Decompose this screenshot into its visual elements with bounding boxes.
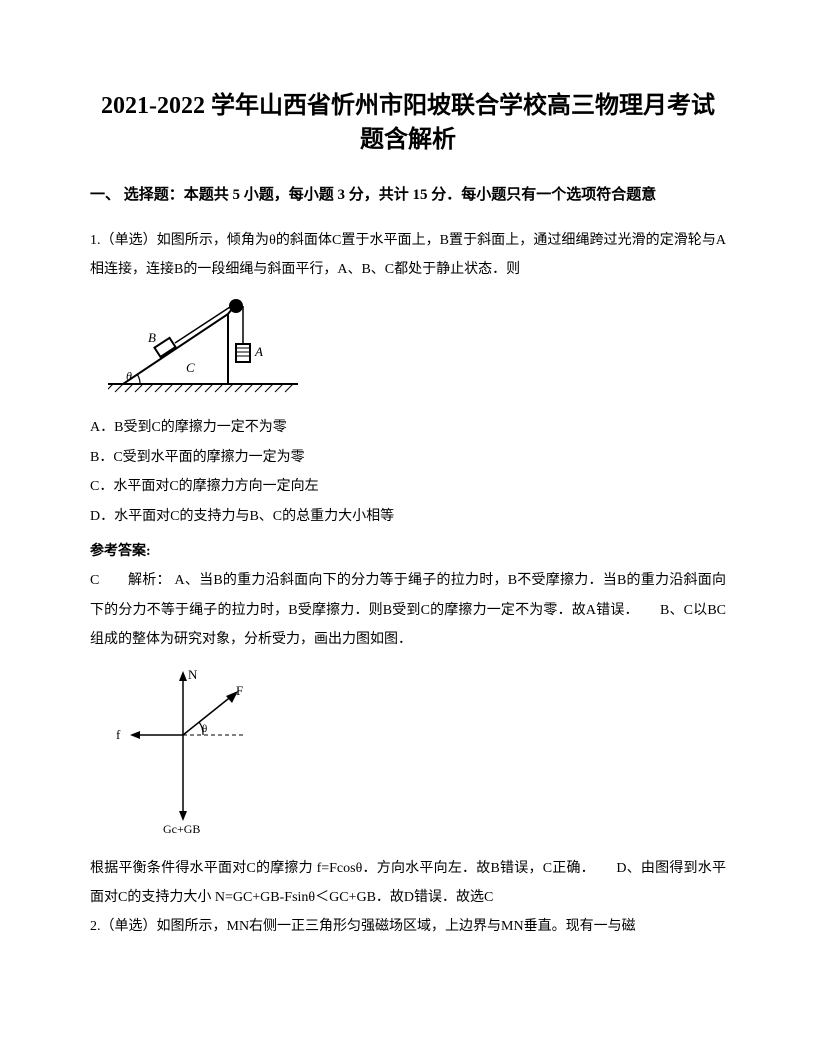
q1-fbd-figure: N F f θ Gc+GB xyxy=(108,665,726,840)
page-title: 2021-2022 学年山西省忻州市阳坡联合学校高三物理月考试题含解析 xyxy=(90,90,726,157)
incline-diagram: B C A θ xyxy=(108,294,298,394)
q2-stem: 2.（单选）如图所示，MN右侧一正三角形匀强磁场区域，上边界与MN垂直。现有一与… xyxy=(90,912,726,941)
q1-choice-b: B．C受到水平面的摩擦力一定为零 xyxy=(90,443,726,472)
q1-figure: B C A θ xyxy=(108,294,726,399)
label-C: C xyxy=(186,360,195,375)
answer-label: 参考答案: xyxy=(90,537,726,566)
label-GcGb: Gc+GB xyxy=(163,822,200,835)
q1-explanation: C 解析： A、当B的重力沿斜面向下的分力等于绳子的拉力时，B不受摩擦力．当B的… xyxy=(90,566,726,654)
q1-explanation-2: 根据平衡条件得水平面对C的摩擦力 f=Fcosθ．方向水平向左．故B错误，C正确… xyxy=(90,854,726,913)
force-diagram: N F f θ Gc+GB xyxy=(108,665,268,835)
label-f: f xyxy=(116,727,121,742)
label-theta2: θ xyxy=(202,723,207,735)
label-A: A xyxy=(254,344,263,359)
exam-page: 2021-2022 学年山西省忻州市阳坡联合学校高三物理月考试题含解析 一、 选… xyxy=(0,0,816,1056)
q1-choice-c: C．水平面对C的摩擦力方向一定向左 xyxy=(90,472,726,501)
q1-choice-a: A．B受到C的摩擦力一定不为零 xyxy=(90,413,726,442)
q1-stem: 1.（单选）如图所示，倾角为θ的斜面体C置于水平面上，B置于斜面上，通过细绳跨过… xyxy=(90,226,726,285)
label-N: N xyxy=(188,667,198,682)
section-header: 一、 选择题：本题共 5 小题，每小题 3 分，共计 15 分．每小题只有一个选… xyxy=(90,181,726,210)
label-theta: θ xyxy=(126,369,132,383)
label-B: B xyxy=(148,330,156,345)
q1-choice-d: D．水平面对C的支持力与B、C的总重力大小相等 xyxy=(90,502,726,531)
label-F: F xyxy=(236,683,243,698)
